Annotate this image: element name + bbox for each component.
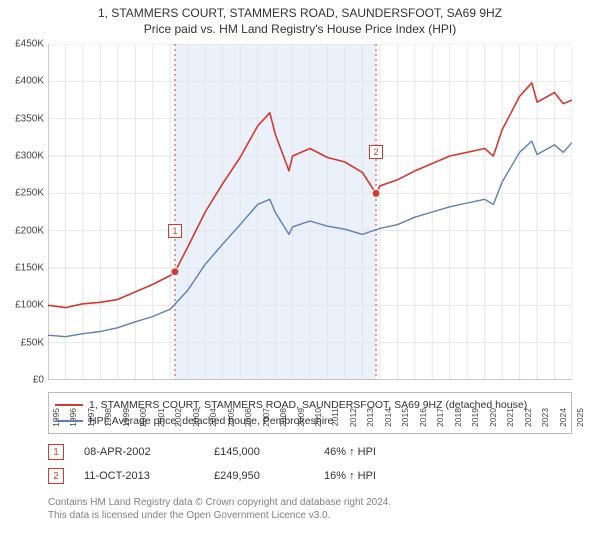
sale-row: 1 08-APR-2002 £145,000 46% ↑ HPI xyxy=(48,440,572,464)
legend-label: HPI: Average price, detached house, Pemb… xyxy=(89,415,333,427)
legend-swatch xyxy=(55,420,83,422)
legend-label: 1, STAMMERS COURT, STAMMERS ROAD, SAUNDE… xyxy=(89,399,527,411)
legend-item: 1, STAMMERS COURT, STAMMERS ROAD, SAUNDE… xyxy=(55,397,565,413)
sales-list: 1 08-APR-2002 £145,000 46% ↑ HPI 2 11-OCT-201… xyxy=(48,440,572,488)
sale-row: 2 11-OCT-2013 £249,950 16% ↑ HPI xyxy=(48,464,572,488)
chart-marker-badge: 1 xyxy=(168,224,182,238)
footer-line-1: Contains HM Land Registry data © Crown c… xyxy=(48,496,572,509)
x-tick-label: 2025 xyxy=(575,408,585,427)
y-axis-labels: £0£50K£100K£150K£200K£250K£300K£350K£400… xyxy=(0,44,46,380)
sale-price: £249,950 xyxy=(214,470,304,482)
subtitle: Price paid vs. HM Land Registry's House … xyxy=(0,22,600,36)
y-tick-label: £200K xyxy=(15,225,44,236)
legend-swatch xyxy=(55,404,83,406)
y-tick-label: £250K xyxy=(15,188,44,199)
y-tick-label: £0 xyxy=(33,375,44,386)
address-title: 1, STAMMERS COURT, STAMMERS ROAD, SAUNDE… xyxy=(0,6,600,20)
y-tick-label: £50K xyxy=(21,337,44,348)
y-tick-label: £450K xyxy=(15,39,44,50)
title-block: 1, STAMMERS COURT, STAMMERS ROAD, SAUNDE… xyxy=(0,0,600,36)
chart-marker-badge: 2 xyxy=(369,145,383,159)
sale-hpi-diff: 46% ↑ HPI xyxy=(324,446,414,458)
chart-plot-area xyxy=(48,44,572,380)
chart-container: 1, STAMMERS COURT, STAMMERS ROAD, SAUNDE… xyxy=(0,0,600,560)
sale-date: 08-APR-2002 xyxy=(84,446,194,458)
legend: 1, STAMMERS COURT, STAMMERS ROAD, SAUNDE… xyxy=(48,392,572,434)
chart-svg xyxy=(48,44,572,380)
y-tick-label: £400K xyxy=(15,76,44,87)
sale-badge: 1 xyxy=(48,444,64,460)
footer-attribution: Contains HM Land Registry data © Crown c… xyxy=(48,496,572,522)
sale-badge: 2 xyxy=(48,468,64,484)
legend-item: HPI: Average price, detached house, Pemb… xyxy=(55,413,565,429)
y-tick-label: £100K xyxy=(15,300,44,311)
sale-price: £145,000 xyxy=(214,446,304,458)
y-tick-label: £150K xyxy=(15,263,44,274)
sale-date: 11-OCT-2013 xyxy=(84,470,194,482)
sale-hpi-diff: 16% ↑ HPI xyxy=(324,470,414,482)
y-tick-label: £350K xyxy=(15,113,44,124)
footer-line-2: This data is licensed under the Open Gov… xyxy=(48,509,572,522)
y-tick-label: £300K xyxy=(15,151,44,162)
